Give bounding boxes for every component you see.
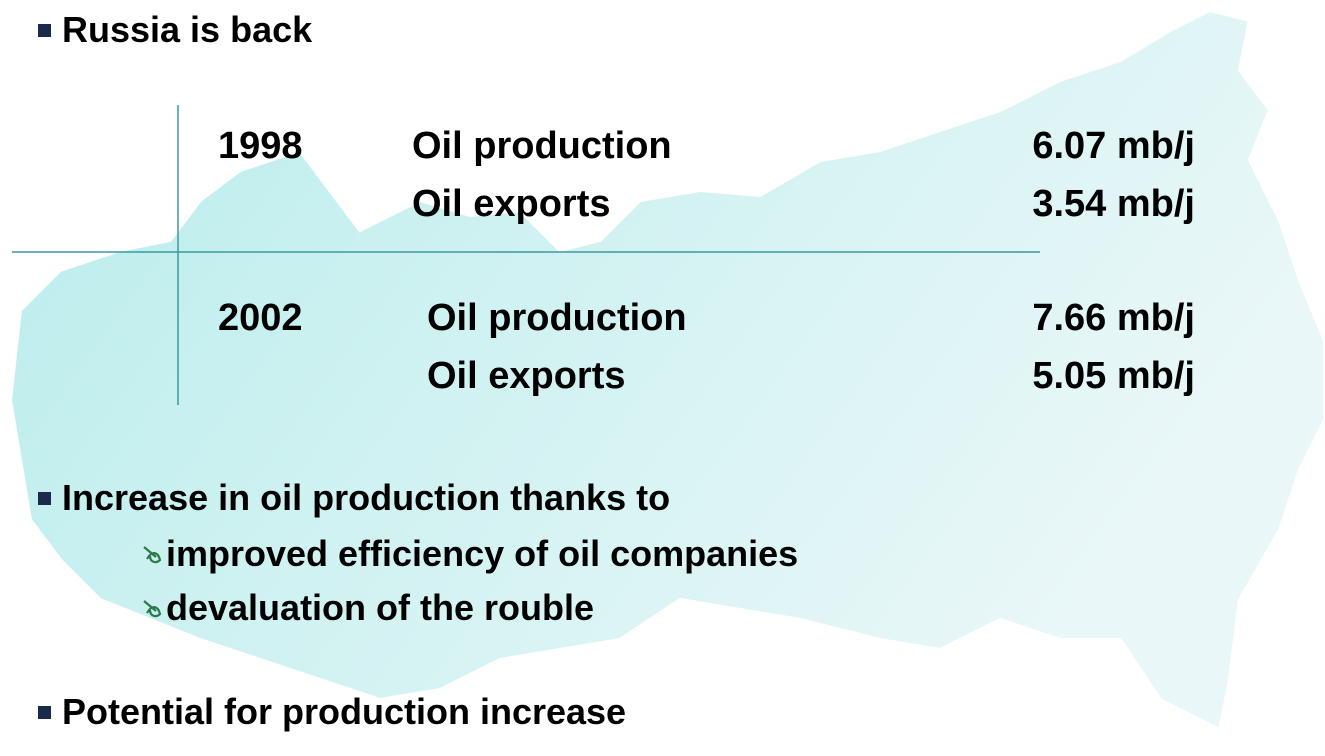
row-value: 7.66 mb/j	[1032, 297, 1195, 339]
row-label: Oil production	[412, 125, 672, 167]
row-label: Oil exports	[412, 183, 611, 225]
sub-bullet-text: devaluation of the rouble	[166, 587, 595, 628]
bullet	[38, 706, 51, 719]
row-label: Oil exports	[427, 355, 626, 397]
sub-bullet-text: improved efficiency of oil companies	[166, 533, 799, 574]
bullet-text: Potential for production increase	[62, 691, 627, 732]
row-value: 5.05 mb/j	[1032, 355, 1195, 397]
row-label: Oil production	[427, 297, 687, 339]
map-shape	[7, 7, 1325, 733]
year: 2002	[218, 297, 303, 339]
bullet	[38, 492, 51, 505]
bullet	[38, 24, 51, 37]
year: 1998	[218, 125, 303, 167]
title: Russia is back	[62, 9, 313, 50]
row-value: 3.54 mb/j	[1032, 183, 1195, 225]
row-value: 6.07 mb/j	[1032, 125, 1195, 167]
bullet-text: Increase in oil production thanks to	[62, 477, 671, 518]
sub-bullet-icon	[143, 546, 162, 618]
